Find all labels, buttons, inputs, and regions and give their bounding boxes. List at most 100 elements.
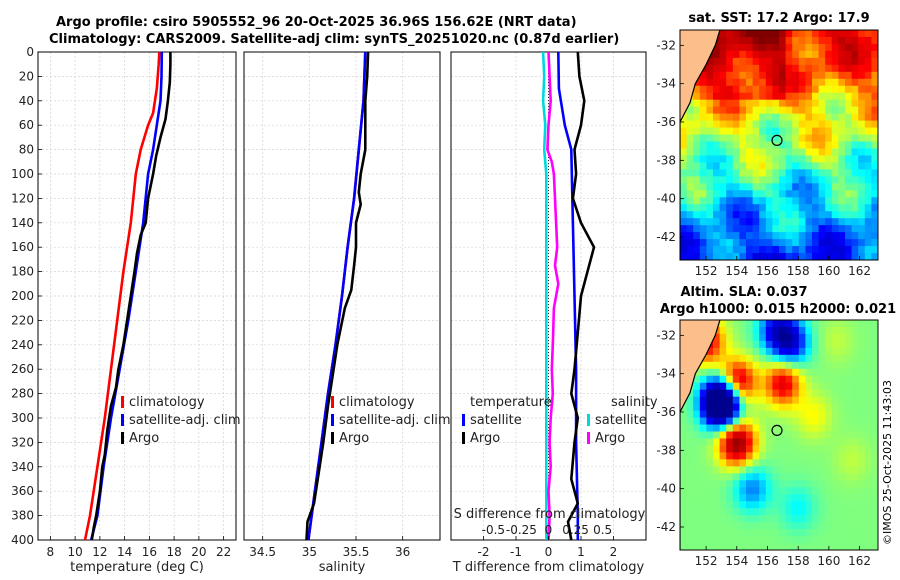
sla_map-cell bbox=[772, 382, 780, 391]
sla_map-cell bbox=[746, 424, 754, 433]
sla_map-cell bbox=[812, 543, 820, 550]
sst_map-cell bbox=[838, 57, 846, 66]
sst_map-cell bbox=[805, 155, 813, 164]
sst_map-cell bbox=[779, 162, 787, 170]
sla_map-cell bbox=[864, 522, 872, 530]
sla_map-cell bbox=[845, 375, 853, 384]
sla_map-cell bbox=[871, 522, 878, 530]
sst_map-cell bbox=[825, 85, 833, 94]
sst_map-cell bbox=[825, 99, 833, 108]
sst_map-cell bbox=[752, 50, 760, 59]
sst_map-cell bbox=[732, 211, 740, 219]
sst_map-cell bbox=[772, 106, 780, 115]
sst_map-cell bbox=[798, 106, 806, 115]
sla_map-cell bbox=[851, 536, 859, 544]
temperature-legend-label: Argo bbox=[129, 431, 159, 446]
sla_map-cell bbox=[798, 347, 806, 356]
sst_map-cell bbox=[871, 148, 878, 157]
sst_map-cell bbox=[785, 134, 793, 143]
sla_map-cell bbox=[779, 403, 787, 412]
sst_map-cell bbox=[798, 176, 806, 184]
sla_map-cell bbox=[686, 431, 694, 440]
sst_map-cell bbox=[812, 148, 820, 157]
salinity-axes-box bbox=[243, 51, 441, 541]
sla_map-cell bbox=[713, 347, 721, 356]
sla_map-cell bbox=[864, 347, 872, 356]
sla_map-cell bbox=[838, 487, 846, 495]
sla_map-cell bbox=[699, 522, 707, 530]
sla_map-cell bbox=[864, 361, 872, 370]
sst_map-cell bbox=[838, 190, 846, 198]
sla_map-cell bbox=[838, 326, 846, 335]
sla_map-cell bbox=[739, 494, 747, 502]
sst_map-cell bbox=[680, 218, 688, 226]
sst_map-cell bbox=[825, 120, 833, 129]
sst_map-cell bbox=[726, 225, 734, 233]
sla_map-cell bbox=[825, 410, 833, 419]
sla_map-cell bbox=[831, 480, 839, 488]
sla_map-cell bbox=[864, 333, 872, 342]
sst_map-cell bbox=[719, 106, 727, 115]
difference-xtick-label: 0 bbox=[545, 545, 553, 559]
sst_map-cell bbox=[732, 30, 740, 38]
sst_map-cell bbox=[831, 36, 839, 45]
sst_map-cell bbox=[765, 183, 773, 191]
sla_map-cell bbox=[851, 494, 859, 502]
sla_map-cell bbox=[785, 487, 793, 495]
sst_map-cell bbox=[746, 43, 754, 52]
sst_map-cell bbox=[825, 183, 833, 191]
sst_map-field bbox=[680, 30, 878, 260]
sla_map-cell bbox=[739, 473, 747, 481]
sst_map-cell bbox=[713, 127, 721, 136]
sla_map-cell bbox=[831, 410, 839, 419]
sla_map-cell bbox=[812, 431, 820, 440]
sla_map-cell bbox=[680, 424, 688, 433]
sla_map-cell bbox=[699, 487, 707, 495]
sst_map-coastline bbox=[680, 30, 721, 260]
sla_map-cell bbox=[732, 480, 740, 488]
sst_map-cell bbox=[680, 155, 688, 164]
sla_map-cell bbox=[831, 361, 839, 370]
sst_map-cell bbox=[871, 246, 878, 254]
depth-tick-label: 220 bbox=[11, 313, 34, 327]
sla_map-cell bbox=[726, 501, 734, 509]
sst_map-cell bbox=[871, 71, 878, 80]
sst_map-cell bbox=[871, 64, 878, 73]
sst_map-cell bbox=[851, 92, 859, 101]
sst_map-cell bbox=[785, 50, 793, 59]
sla_map-cell bbox=[706, 438, 714, 447]
sst_map-cell bbox=[812, 71, 820, 80]
sla_map-cell bbox=[680, 480, 688, 488]
sla_map-cell bbox=[739, 389, 747, 398]
sla_map-cell bbox=[765, 480, 773, 488]
sst_map-cell bbox=[812, 190, 820, 198]
sla_map-cell bbox=[680, 473, 688, 481]
sst_map-cell bbox=[739, 141, 747, 150]
sst_map-cell bbox=[818, 43, 826, 52]
sla_map-cell bbox=[693, 452, 701, 460]
sla_map-cell bbox=[759, 424, 767, 433]
sla_map-cell bbox=[719, 396, 727, 405]
sst_map-cell bbox=[825, 162, 833, 170]
sst_map-cell bbox=[818, 155, 826, 164]
sla_map-cell bbox=[732, 410, 740, 419]
sla_map-cell bbox=[719, 480, 727, 488]
sst_map-cell bbox=[798, 57, 806, 66]
sla_map-cell bbox=[831, 389, 839, 398]
sst_map-cell bbox=[838, 36, 846, 45]
sst_map-cell bbox=[845, 36, 853, 45]
sla_map-land bbox=[680, 320, 720, 550]
sla_map-cell bbox=[831, 473, 839, 481]
sst_map-cell bbox=[752, 176, 760, 184]
sla_map-xtick-label: 158 bbox=[787, 554, 810, 568]
sst_map-cell bbox=[785, 155, 793, 164]
sla_map-cell bbox=[680, 515, 688, 523]
sst_map-cell bbox=[871, 225, 878, 233]
sst_map-cell bbox=[772, 197, 780, 205]
sst_map-cell bbox=[752, 85, 760, 94]
temperature-xtick-label: 20 bbox=[191, 545, 206, 559]
sla_map-cell bbox=[739, 396, 747, 405]
sst_map-cell bbox=[818, 141, 826, 150]
sst_map-cell bbox=[772, 190, 780, 198]
sla_map-cell bbox=[746, 361, 754, 370]
